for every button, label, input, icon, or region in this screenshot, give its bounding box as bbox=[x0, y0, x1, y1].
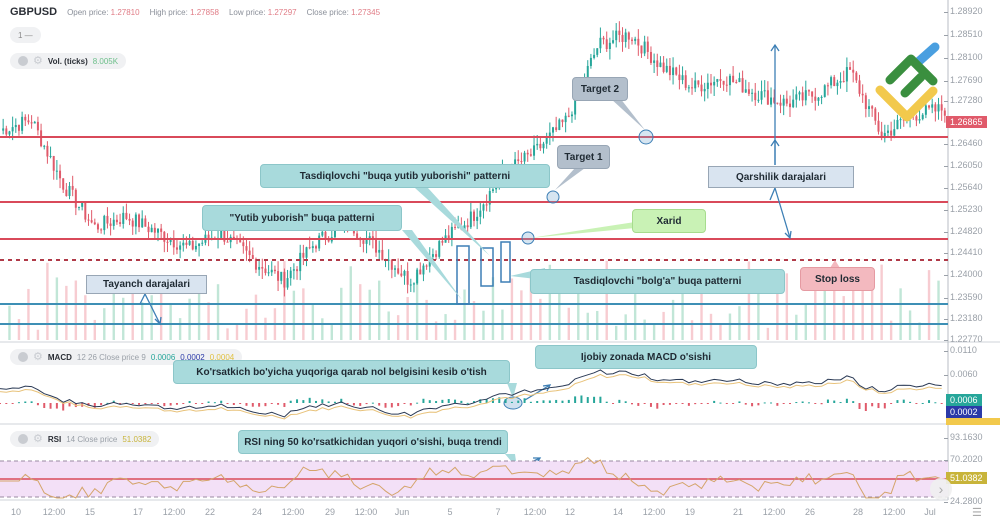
close-icon[interactable] bbox=[18, 434, 28, 444]
signal-value-badge: 0.0002 bbox=[946, 406, 982, 418]
close-price: 1.27345 bbox=[351, 8, 381, 17]
close-icon[interactable] bbox=[18, 56, 28, 66]
engulfing-confirm-label: Tasdiqlovchi "buqa yutib yuborishi" patt… bbox=[260, 164, 550, 188]
histogram-badge bbox=[946, 418, 1000, 425]
macd-value-badge: 0.0006 bbox=[946, 394, 982, 406]
open-price: 1.27810 bbox=[110, 8, 140, 17]
target-1-label: Target 1 bbox=[557, 145, 610, 169]
volume-legend[interactable]: ⚙ Vol. (ticks) 8.005K bbox=[10, 53, 127, 69]
hammer-label: Tasdiqlovchi "bolg'a" buqa patterni bbox=[530, 269, 785, 294]
settings-sliders-icon[interactable]: ☰ bbox=[972, 507, 982, 519]
target-2-label: Target 2 bbox=[572, 77, 628, 101]
symbol: GBPUSD bbox=[10, 6, 58, 18]
buy-label: Xarid bbox=[632, 209, 706, 233]
gear-icon[interactable]: ⚙ bbox=[33, 433, 43, 445]
rsi-axis[interactable]: 93.1630 70.2020 24.2800 51.0382 bbox=[944, 424, 1000, 506]
rsi-note-label: RSI ning 50 ko'rsatkichidan yuqori o'sis… bbox=[238, 430, 508, 454]
price-axis[interactable]: 1.28920 1.28510 1.28100 1.27690 1.27280 … bbox=[944, 0, 1000, 344]
support-label: Tayanch darajalari bbox=[86, 275, 207, 294]
current-price-badge: 1.26865 bbox=[946, 116, 987, 128]
gear-icon[interactable]: ⚙ bbox=[33, 351, 43, 363]
macd-growth-label: Ijobiy zonada MACD o'sishi bbox=[535, 345, 757, 369]
interval-selector[interactable]: 1 — bbox=[10, 27, 41, 43]
rsi-value-badge: 51.0382 bbox=[946, 472, 987, 484]
high-price: 1.27858 bbox=[190, 8, 219, 17]
brand-logo-icon bbox=[875, 42, 940, 122]
resistance-label: Qarshilik darajalari bbox=[708, 166, 854, 188]
stop-loss-label: Stop loss bbox=[800, 267, 875, 291]
macd-axis[interactable]: 0.0110 0.0060 0.0006 0.0002 bbox=[944, 342, 1000, 425]
chart-header: GBPUSD Open price: 1.27810 High price: 1… bbox=[10, 6, 381, 18]
gear-icon[interactable]: ⚙ bbox=[33, 55, 43, 67]
scroll-right-button[interactable]: › bbox=[930, 478, 952, 500]
close-icon[interactable] bbox=[18, 352, 28, 362]
macd-cross-label: Ko'rsatkich bo'yicha yuqoriga qarab nol … bbox=[173, 360, 510, 384]
low-price: 1.27297 bbox=[267, 8, 297, 17]
engulfing-label: "Yutib yuborish" buqa patterni bbox=[202, 205, 402, 231]
rsi-legend[interactable]: ⚙ RSI 14 Close price 51.0382 bbox=[10, 431, 160, 447]
